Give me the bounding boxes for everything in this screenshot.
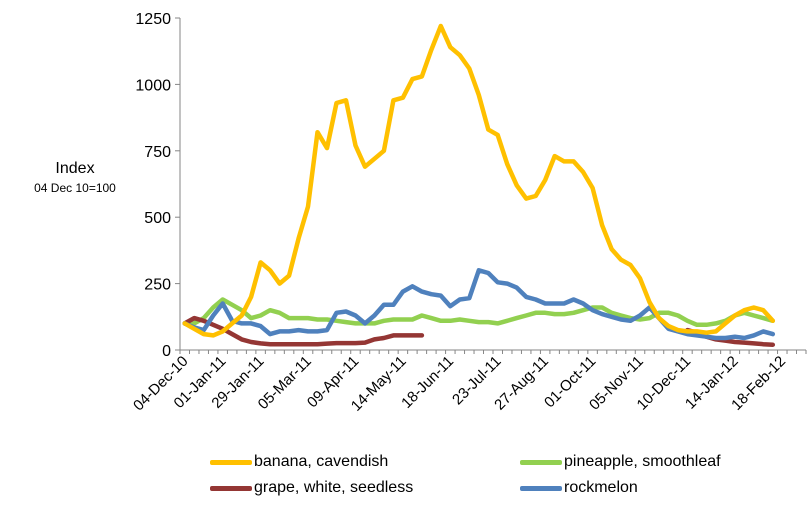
y-axis-title: Index 04 Dec 10=100: [0, 160, 150, 195]
legend-label-rockmelon: rockmelon: [564, 479, 638, 497]
y-tick-label: 1250: [135, 11, 171, 28]
legend-swatch-pineapple: [520, 460, 562, 465]
legend-label-grape: grape, white, seedless: [254, 479, 413, 497]
y-tick-label: 0: [162, 343, 171, 360]
x-tick-label: 18-Jun-11: [398, 353, 457, 412]
legend-swatch-rockmelon: [520, 486, 562, 491]
series-line-rockmelon: [185, 270, 773, 338]
x-axis: 04-Dec-1001-Jan-1129-Jan-1105-Mar-1109-A…: [130, 350, 806, 415]
legend-label-banana: banana, cavendish: [254, 453, 388, 471]
series-lines: [185, 26, 773, 345]
legend-swatch-banana: [210, 460, 252, 465]
legend-item-rockmelon: rockmelon: [520, 479, 638, 497]
y-axis-note: 04 Dec 10=100: [0, 181, 150, 195]
legend-item-banana: banana, cavendish: [210, 453, 388, 471]
y-tick-label: 250: [144, 277, 171, 294]
y-axis-label: Index: [0, 160, 150, 178]
legend-swatch-grape: [210, 486, 252, 491]
legend-label-pineapple: pineapple, smoothleaf: [564, 453, 721, 471]
y-tick-label: 750: [144, 144, 171, 161]
series-line-pineapple: [185, 300, 773, 325]
legend-item-grape: grape, white, seedless: [210, 479, 413, 497]
y-tick-label: 500: [144, 210, 171, 227]
series-line-banana: [185, 26, 773, 335]
legend-item-pineapple: pineapple, smoothleaf: [520, 453, 721, 471]
y-tick-label: 1000: [135, 77, 171, 94]
